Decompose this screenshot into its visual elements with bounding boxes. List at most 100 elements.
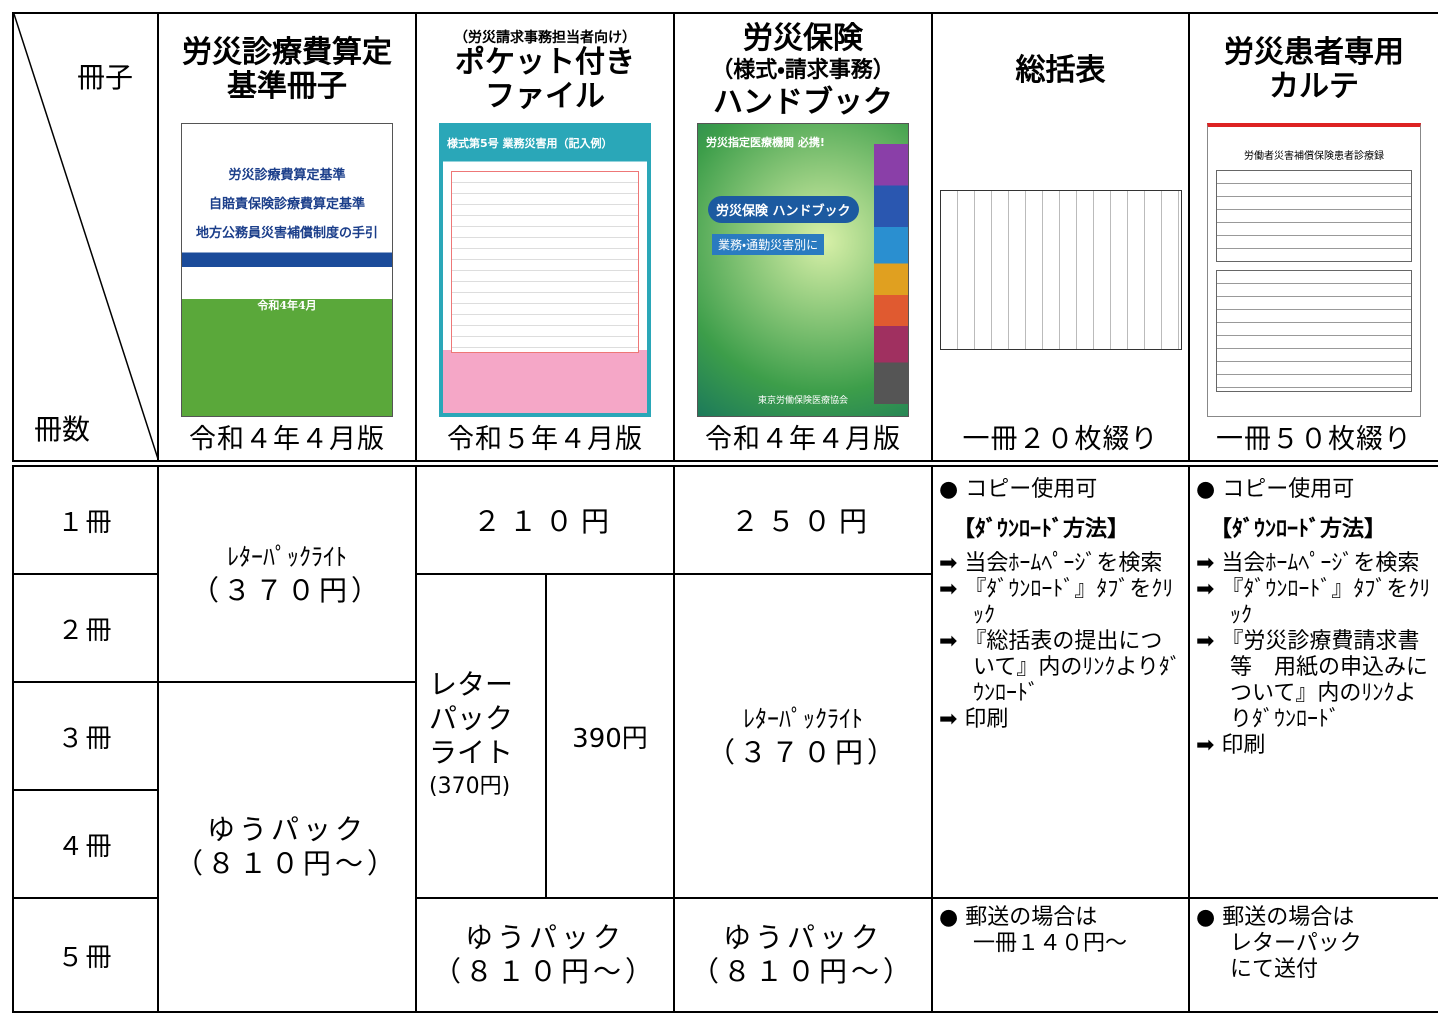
- mail-cell: ● 郵送の場合は 一冊１４０円～: [931, 897, 1190, 1013]
- column-header: 総括表 一冊２０枚綴り: [931, 12, 1190, 467]
- row: ４冊: [12, 789, 1438, 899]
- row-label: ２冊: [12, 573, 159, 683]
- cell-line: 【ﾀﾞｳﾝﾛｰﾄﾞ方法】: [1210, 517, 1387, 542]
- column-title: 総括表: [1016, 14, 1106, 119]
- cell-line: （８１０円～）: [690, 955, 915, 988]
- column-title: 労災患者専用 カルテ: [1224, 14, 1404, 119]
- step: ➡ 当会ﾎｰﾑﾍﾟｰｼﾞを検索: [939, 551, 1163, 576]
- title-line: ポケット付き: [455, 45, 635, 80]
- step: ➡ 『ﾀﾞｳﾝﾛｰﾄﾞ』ﾀﾌﾞをｸﾘｯｸ: [1196, 577, 1431, 628]
- step: ➡ 印刷: [939, 707, 1009, 732]
- title-line: ファイル: [485, 79, 605, 114]
- cell: ゆうパック （８１０円～）: [673, 897, 933, 1013]
- cell-line: ゆうパック: [464, 921, 625, 954]
- cover-text: 様式第5号 業務災害用（記入例）: [447, 136, 613, 150]
- cell-line: （３７０円）: [190, 574, 383, 607]
- column-header: 労災患者専用 カルテ 労働者災害補償保険患者診療録 一冊５０枚綴り: [1188, 12, 1438, 467]
- step: ➡ 印刷: [1196, 733, 1266, 758]
- cell-line: レターパック: [1230, 931, 1362, 956]
- mail-cell: ● 郵送の場合は レターパック にて送付: [1188, 897, 1438, 1013]
- cell: ゆうパック （８１０円～）: [157, 681, 417, 1013]
- cover-text: 自賠責保険診療費算定基準: [208, 196, 365, 212]
- edition: 一冊２０枚綴り: [962, 424, 1159, 455]
- cell-line: ゆうパック: [206, 813, 367, 846]
- download-cell: ● コピー使用可 【ﾀﾞｳﾝﾛｰﾄﾞ方法】 ➡ 当会ﾎｰﾑﾍﾟｰｼﾞを検索 ➡ …: [931, 462, 1190, 899]
- cover-image: 労働者災害補償保険患者診療録: [1207, 122, 1421, 417]
- cell-line: ﾚﾀｰﾊﾟｯｸﾗｲﾄ: [227, 543, 347, 571]
- column-header: 労災保険 （様式・請求事務） ハンドブック 労災指定医療機関 必携! 労災保険 ハン…: [673, 12, 933, 467]
- title-line: 総括表: [1015, 53, 1106, 88]
- title-line: （様式・請求事務）: [711, 58, 895, 83]
- edition: 令和４年４月版: [705, 424, 901, 455]
- header-row: 冊子 冊数 労災診療費算定 基準冊子 労災診療費算定基準 自賠責保険診療費算定基準…: [12, 12, 1438, 467]
- cover-text: 業務・通勤災害別に: [712, 234, 825, 255]
- column-title: （労災請求事務担当者向け） ポケット付き ファイル: [454, 14, 636, 119]
- cell: ２５０円: [673, 462, 933, 575]
- title-line: ハンドブック: [712, 85, 893, 120]
- cell-line: ライト: [429, 736, 514, 769]
- cell: ﾚﾀｰﾊﾟｯｸﾗｲﾄ （３７０円）: [157, 462, 417, 683]
- edition: 令和４年４月版: [189, 424, 385, 455]
- row: ２冊 レター パック ライト (370円) 390円 ﾚﾀｰﾊﾟｯｸﾗｲﾄ （３７…: [12, 573, 1438, 899]
- step: ➡ 『総括表の提出について』内のﾘﾝｸよりﾀﾞｳﾝﾛｰﾄﾞ: [939, 629, 1181, 706]
- cell-line: にて送付: [1230, 957, 1319, 982]
- cell-line: （３７０円）: [706, 736, 899, 769]
- title-line: 労災患者専用: [1224, 35, 1404, 70]
- edition: 一冊５０枚綴り: [1216, 424, 1412, 455]
- title-line: 労災診療費算定: [182, 35, 392, 70]
- cover-text: 労働者災害補償保険患者診療録: [1244, 150, 1384, 162]
- cell-line: 一冊１４０円～: [973, 931, 1128, 956]
- cover-image: 労災診療費算定基準 自賠責保険診療費算定基準 地方公務員災害補償制度の手引 令和…: [181, 122, 393, 417]
- row: ５冊 ゆうパック （８１０円～） ゆうパック （８１０円～） ● 郵送の場合は 一冊１…: [12, 897, 1438, 1013]
- column-header: 労災診療費算定 基準冊子 労災診療費算定基準 自賠責保険診療費算定基準 地方公務員…: [157, 12, 417, 467]
- corner-cell: 冊子 冊数: [12, 12, 159, 467]
- cover-image: 労災指定医療機関 必携! 労災保険 ハンドブック 業務・通勤災害別に 東京労働保…: [697, 123, 909, 417]
- cell: レター パック ライト (370円): [415, 573, 547, 899]
- edition: 令和５年４月版: [447, 424, 643, 455]
- cell: ２１０円: [415, 462, 675, 575]
- column-header: （労災請求事務担当者向け） ポケット付き ファイル 様式第5号 業務災害用（記入例）…: [415, 12, 675, 467]
- corner-top: 冊子: [76, 61, 133, 94]
- cell-line: ● 郵送の場合は: [939, 905, 1098, 930]
- cover-text: 東京労働保険医療協会: [757, 396, 848, 406]
- cell: ゆうパック （８１０円～）: [415, 897, 675, 1013]
- cell-line: ゆうパック: [722, 921, 883, 954]
- row: １冊 ﾚﾀｰﾊﾟｯｸﾗｲﾄ （３７０円） ２１０円 ２５０円 ● コピー使用可 【…: [12, 462, 1438, 899]
- cover-text: 労災指定医療機関 必携!: [706, 136, 825, 149]
- cell-line: （８１０円～）: [432, 955, 657, 988]
- download-cell: ● コピー使用可 【ﾀﾞｳﾝﾛｰﾄﾞ方法】 ➡ 当会ﾎｰﾑﾍﾟｰｼﾞを検索 ➡ …: [1188, 462, 1438, 899]
- diagonal: [14, 14, 159, 462]
- cover-text: 地方公務員災害補償制度の手引: [195, 225, 378, 241]
- column-title: 労災診療費算定 基準冊子: [182, 14, 392, 119]
- step: ➡ 『労災診療費請求書等 用紙の申込みについて』内のﾘﾝｸよりﾀﾞｳﾝﾛｰﾄﾞ: [1196, 629, 1429, 732]
- cell: 390円: [545, 573, 675, 899]
- title-note: （労災請求事務担当者向け）: [454, 30, 636, 46]
- row-label: ５冊: [12, 897, 159, 1013]
- column-title: 労災保険 （様式・請求事務） ハンドブック: [711, 14, 894, 120]
- row-label: ４冊: [12, 789, 159, 899]
- cell-line: ● コピー使用可: [939, 477, 1098, 502]
- row-label: １冊: [12, 462, 159, 575]
- cell-line: レター: [429, 668, 514, 701]
- cell-line: ﾚﾀｰﾊﾟｯｸﾗｲﾄ: [743, 705, 863, 733]
- cell: ﾚﾀｰﾊﾟｯｸﾗｲﾄ （３７０円）: [673, 573, 933, 899]
- cell-line: (370円): [429, 774, 511, 799]
- title-line: 基準冊子: [227, 69, 347, 104]
- cell-line: 【ﾀﾞｳﾝﾛｰﾄﾞ方法】: [953, 517, 1130, 542]
- cover-text: 労災診療費算定基準: [228, 167, 346, 183]
- cover-image: 様式第5号 業務災害用（記入例）: [439, 122, 651, 417]
- cover-text: 令和4年4月: [257, 298, 317, 312]
- row-label: ３冊: [12, 681, 159, 791]
- cell-line: ● 郵送の場合は: [1196, 905, 1355, 930]
- price-table: 冊子 冊数 労災診療費算定 基準冊子 労災診療費算定基準 自賠責保険診療費算定基準…: [12, 12, 1438, 1013]
- title-line: カルテ: [1269, 69, 1359, 104]
- step: ➡ 『ﾀﾞｳﾝﾛｰﾄﾞ』ﾀﾌﾞをｸﾘｯｸ: [939, 577, 1174, 628]
- cell-line: （８１０円～）: [174, 847, 399, 880]
- cell-line: ● コピー使用可: [1196, 477, 1355, 502]
- corner-bottom: 冊数: [34, 413, 91, 446]
- title-line: 労災保険: [742, 21, 863, 56]
- cell-line: パック: [429, 702, 514, 735]
- cover-text: 労災保険 ハンドブック: [708, 196, 859, 223]
- step: ➡ 当会ﾎｰﾑﾍﾟｰｼﾞを検索: [1196, 551, 1420, 576]
